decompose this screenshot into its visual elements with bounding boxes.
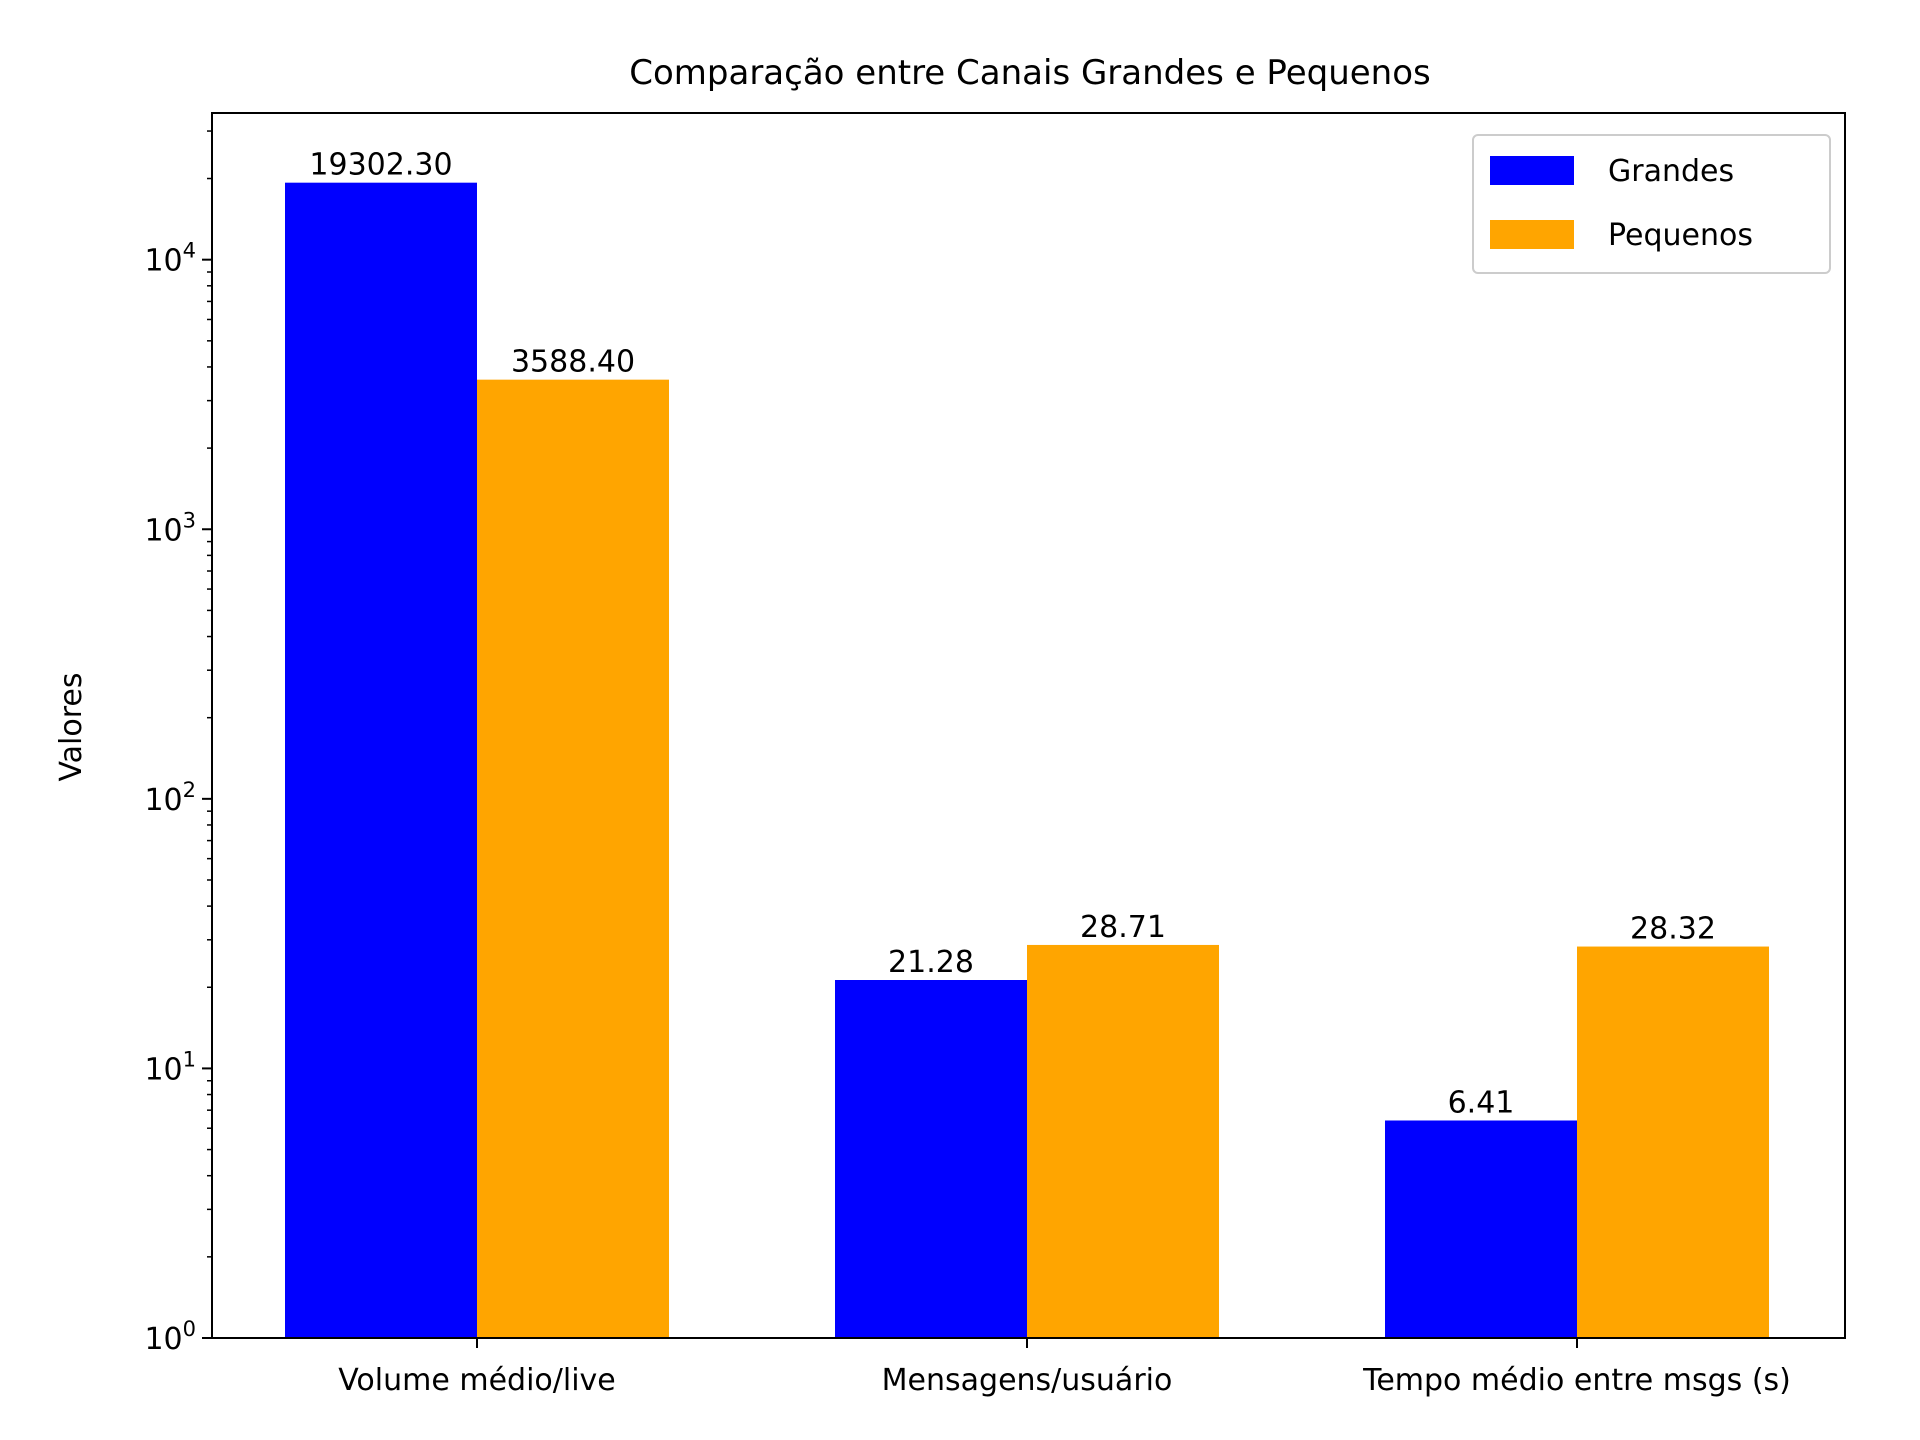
bar-pequenos-tempo-medio-entre-msgs-s: [1577, 946, 1769, 1338]
y-axis-ticks: 100 101 102 103 104: [144, 130, 212, 1357]
y-axis-label: Valores: [54, 672, 89, 781]
bar-labels-group: 19302.30 3588.40 21.28 28.71 6.41 28.32: [309, 148, 1716, 1121]
y-tick-label-2: 102: [144, 778, 196, 818]
bar-pequenos-volume-medio-live: [477, 379, 669, 1339]
data-label-pequenos-mensagens-usuario: 28.71: [1080, 910, 1166, 945]
bars-group: [285, 182, 1769, 1339]
legend-label-pequenos: Pequenos: [1608, 218, 1753, 253]
data-label-pequenos-tempo-medio-entre-msgs-s: 28.32: [1630, 912, 1716, 947]
legend-swatch-grandes: [1490, 156, 1574, 185]
data-label-grandes-mensagens-usuario: 21.28: [888, 945, 974, 980]
bar-grandes-tempo-medio-entre-msgs-s: [1385, 1120, 1577, 1338]
x-tick-label-tempo-medio-entre-msgs-s: Tempo médio entre msgs (s): [1362, 1363, 1791, 1398]
bar-grandes-volume-medio-live: [285, 182, 477, 1339]
legend-swatch-pequenos: [1490, 220, 1574, 249]
y-tick-label-0: 100: [144, 1317, 196, 1357]
bar-pequenos-mensagens-usuario: [1027, 944, 1219, 1338]
legend: Grandes Pequenos: [1472, 134, 1831, 274]
x-tick-label-mensagens-usuario: Mensagens/usuário: [882, 1363, 1173, 1398]
x-axis-ticks: Volume médio/live Mensagens/usuário Tempo …: [338, 1338, 1791, 1398]
y-tick-label-3: 103: [144, 508, 196, 548]
data-label-grandes-tempo-medio-entre-msgs-s: 6.41: [1448, 1085, 1515, 1120]
data-label-grandes-volume-medio-live: 19302.30: [309, 148, 452, 183]
legend-label-grandes: Grandes: [1608, 154, 1734, 189]
y-tick-label-1: 101: [144, 1047, 196, 1087]
data-label-pequenos-volume-medio-live: 3588.40: [511, 345, 635, 380]
plot-frame: [211, 112, 1846, 1339]
chart-title: Comparação entre Canais Grandes e Pequen…: [629, 53, 1431, 93]
y-tick-label-4: 104: [144, 239, 196, 279]
bar-grandes-mensagens-usuario: [835, 980, 1027, 1338]
x-tick-label-volume-medio-live: Volume médio/live: [338, 1363, 616, 1398]
